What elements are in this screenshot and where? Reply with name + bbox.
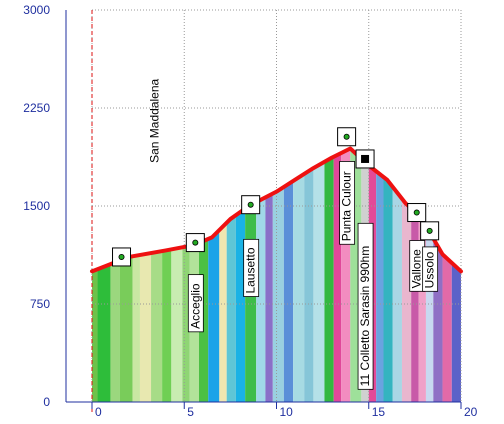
terrain-stripe — [272, 148, 284, 402]
waypoint-label: Punta Culour — [340, 171, 354, 241]
waypoint-label: 11 Colletto Sarasin 990hm — [358, 246, 372, 387]
x-tick-label: 20 — [464, 405, 478, 419]
terrain-stripe — [139, 148, 152, 402]
terrain-stripe — [383, 148, 393, 402]
terrain-stripe — [235, 148, 246, 402]
terrain-stripe — [256, 148, 266, 402]
terrain-stripe — [182, 148, 190, 402]
waypoint-label-box — [422, 246, 439, 292]
waypoint-label: Lausetto — [244, 247, 258, 293]
y-tick-label: 0 — [43, 395, 50, 409]
terrain-stripe — [313, 148, 325, 402]
terrain-stripe — [226, 148, 236, 402]
terrain-stripe — [324, 148, 334, 402]
terrain-stripe — [401, 148, 412, 402]
axes — [65, 10, 462, 409]
terrain-stripe — [392, 148, 402, 402]
waypoint-marker-dot — [247, 201, 254, 208]
terrain-stripe — [219, 148, 227, 402]
terrain-stripe — [333, 148, 342, 402]
x-tick-label: 10 — [280, 405, 294, 419]
terrain-stripe — [92, 148, 98, 402]
waypoint-marker-dot — [413, 209, 420, 216]
waypoint-label-box — [187, 274, 204, 333]
waypoint-label-group: Lausetto — [243, 238, 260, 297]
waypoint-marker-square — [361, 154, 370, 163]
terrain-stripe — [119, 148, 133, 402]
y-tick-label: 3000 — [23, 3, 50, 17]
waypoint-label-box — [357, 222, 374, 390]
waypoint-label: San Maddalena — [148, 78, 162, 162]
terrain-stripe — [151, 148, 163, 402]
terrain-stripe — [442, 148, 452, 402]
x-tick-label: 5 — [187, 405, 194, 419]
x-tick-label: 0 — [95, 405, 102, 419]
terrain-stripe — [265, 148, 273, 402]
terrain-stripe — [425, 148, 434, 402]
terrain-stripe — [283, 148, 294, 402]
waypoint-label: Ussolo — [423, 251, 437, 288]
waypoint-marker-dot — [426, 227, 433, 234]
y-tick-label: 1500 — [23, 199, 50, 213]
waypoint-label-group: San Maddalena — [148, 78, 162, 162]
terrain-stripe — [171, 148, 183, 402]
waypoint-marker-dot — [118, 253, 125, 260]
waypoint-label-group: 11 Colletto Sarasin 990hm — [357, 222, 374, 390]
waypoint-marker-dot — [343, 133, 350, 140]
waypoint-marker-dot — [192, 239, 199, 246]
terrain-stripe — [350, 148, 362, 402]
terrain-stripe — [162, 148, 172, 402]
waypoint-label: Vallone — [410, 249, 424, 288]
terrain-stripe — [341, 148, 351, 402]
waypoint-label: Acceglio — [188, 283, 202, 329]
terrain-stripe — [376, 148, 384, 402]
x-tick-label: 15 — [372, 405, 386, 419]
terrain-stripe — [97, 148, 111, 402]
waypoint-label-group: Punta Culour — [339, 161, 356, 245]
terrain-stripe — [451, 148, 461, 402]
terrain-stripe — [110, 148, 120, 402]
waypoints: San Maddalena Acceglio Lausetto Punta Culou… — [112, 78, 440, 390]
waypoint-label-group: Vallone — [409, 240, 426, 292]
y-tick-label: 2250 — [23, 101, 50, 115]
x-tick-labels: 0 5 10 15 20 — [95, 405, 478, 419]
waypoint-label-box — [243, 238, 260, 297]
waypoint-label-group: Ussolo — [422, 246, 439, 292]
terrain-stripe — [132, 148, 140, 402]
y-tick-labels: 3000 2250 1500 750 0 — [23, 3, 50, 409]
terrain-stripe — [293, 148, 305, 402]
waypoint-label-box — [339, 161, 356, 245]
waypoint-label-group: Acceglio — [187, 274, 204, 333]
terrain-stripe — [304, 148, 314, 402]
y-tick-label: 750 — [30, 297, 50, 311]
terrain-stripe — [208, 148, 220, 402]
